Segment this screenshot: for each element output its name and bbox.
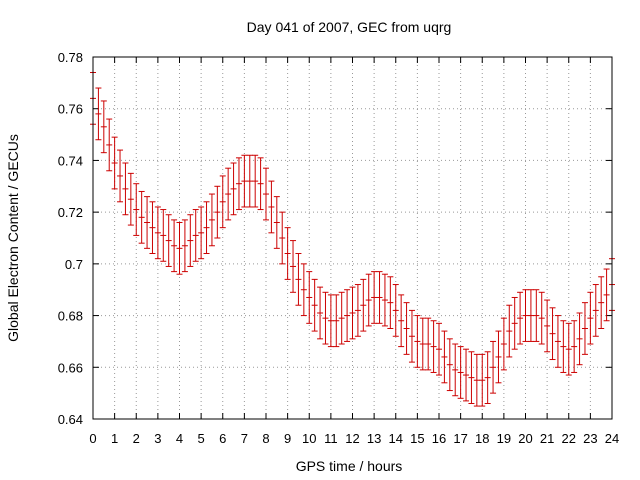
x-tick-label: 17 [453, 431, 467, 446]
y-tick-label: 0.72 [58, 205, 83, 220]
x-tick-label: 6 [219, 431, 226, 446]
x-tick-label: 18 [475, 431, 489, 446]
x-tick-label: 3 [154, 431, 161, 446]
y-tick-label: 0.64 [58, 412, 83, 427]
x-tick-label: 1 [111, 431, 118, 446]
x-tick-label: 22 [562, 431, 576, 446]
x-tick-label: 14 [389, 431, 403, 446]
y-tick-label: 0.66 [58, 360, 83, 375]
x-tick-label: 23 [583, 431, 597, 446]
y-tick-label: 0.78 [58, 50, 83, 65]
plot-frame [92, 56, 613, 420]
x-tick-label: 0 [89, 431, 96, 446]
x-tick-label: 9 [284, 431, 291, 446]
x-tick-label: 8 [262, 431, 269, 446]
x-tick-label: 15 [410, 431, 424, 446]
y-tick-label: 0.76 [58, 102, 83, 117]
x-axis-label: GPS time / hours [296, 458, 403, 474]
x-tick-label: 2 [133, 431, 140, 446]
y-tick-label: 0.68 [58, 309, 83, 324]
x-tick-label: 24 [605, 431, 619, 446]
chart-title: Day 041 of 2007, GEC from uqrg [247, 19, 452, 35]
x-tick-label: 20 [518, 431, 532, 446]
x-tick-label: 11 [324, 431, 338, 446]
x-tick-label: 7 [241, 431, 248, 446]
x-tick-label: 16 [432, 431, 446, 446]
y-tick-label: 0.74 [58, 153, 83, 168]
x-tick-label: 4 [176, 431, 183, 446]
y-tick-label: 0.7 [65, 257, 83, 272]
axis-ticks: 0 1 2 3 4 5 6 7 8 9 10 11 12 13 14 15 16 17 18 19 20 21 22 23 24… [58, 50, 620, 446]
data-marks [90, 72, 615, 407]
x-tick-label: 13 [367, 431, 381, 446]
x-tick-label: 19 [497, 431, 511, 446]
x-tick-label: 5 [198, 431, 205, 446]
x-tick-label: 21 [540, 431, 554, 446]
x-tick-label: 10 [302, 431, 316, 446]
grid-lines [93, 57, 612, 419]
y-axis-label: Global Electron Content / GECUs [5, 134, 21, 342]
x-tick-label: 12 [345, 431, 359, 446]
